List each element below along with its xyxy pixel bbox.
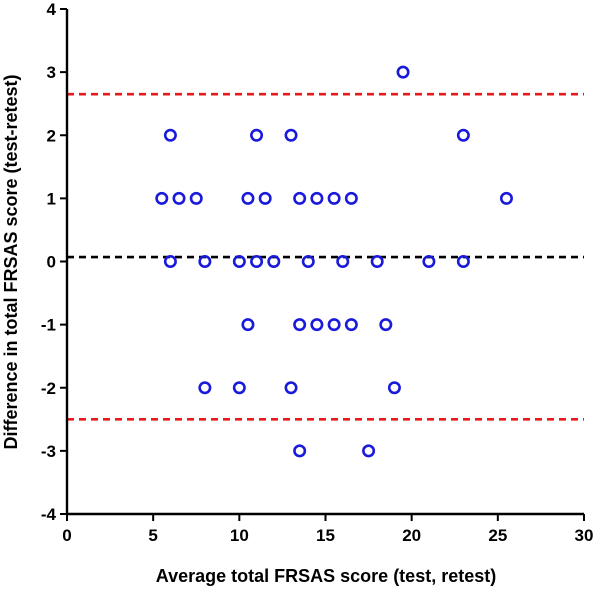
data-point [293, 444, 307, 458]
x-tick-label: 30 [575, 526, 594, 545]
data-point [284, 381, 298, 395]
data-point [456, 128, 470, 142]
data-point [241, 318, 255, 332]
data-point [250, 128, 264, 142]
data-point [396, 65, 410, 79]
data-point [327, 318, 341, 332]
data-point [310, 318, 324, 332]
data-point [362, 444, 376, 458]
x-tick-label: 15 [316, 526, 335, 545]
data-point [163, 128, 177, 142]
data-point [163, 254, 177, 268]
data-point [422, 254, 436, 268]
y-tick-label: 4 [47, 0, 57, 19]
data-point [344, 191, 358, 205]
data-point [241, 191, 255, 205]
data-point [336, 254, 350, 268]
data-point [379, 318, 393, 332]
y-axis-ticks: -4 -3 -2 -1 0 1 2 3 4 [41, 0, 67, 524]
y-tick-label: -2 [41, 379, 56, 398]
data-point [232, 254, 246, 268]
data-point [258, 191, 272, 205]
y-tick-label: 2 [47, 126, 56, 145]
data-point [267, 254, 281, 268]
x-tick-label: 5 [148, 526, 157, 545]
data-point [155, 191, 169, 205]
x-tick-label: 0 [62, 526, 71, 545]
y-tick-label: 1 [47, 189, 56, 208]
y-tick-label: 3 [47, 63, 56, 82]
x-tick-label: 10 [230, 526, 249, 545]
data-points [155, 65, 513, 458]
data-point [387, 381, 401, 395]
y-tick-label: -1 [41, 316, 56, 335]
y-tick-label: -4 [41, 505, 57, 524]
x-axis-title: Average total FRSAS score (test, retest) [156, 566, 496, 586]
x-axis-ticks: 0 5 10 15 20 25 30 [62, 514, 593, 545]
data-point [327, 191, 341, 205]
y-axis-title: Difference in total FRSAS score (test-re… [1, 74, 21, 449]
data-point [198, 381, 212, 395]
x-tick-label: 20 [402, 526, 421, 545]
y-tick-label: -3 [41, 442, 56, 461]
data-point [310, 191, 324, 205]
data-point [293, 191, 307, 205]
data-point [198, 254, 212, 268]
data-point [370, 254, 384, 268]
data-point [456, 254, 470, 268]
data-point [232, 381, 246, 395]
data-point [172, 191, 186, 205]
y-tick-label: 0 [47, 253, 56, 272]
data-point [344, 318, 358, 332]
data-point [499, 191, 513, 205]
data-point [293, 318, 307, 332]
reference-lines [67, 92, 584, 421]
data-point [250, 254, 264, 268]
data-point [284, 128, 298, 142]
data-point [301, 254, 315, 268]
x-tick-label: 25 [488, 526, 507, 545]
data-point [189, 191, 203, 205]
axes [65, 9, 584, 516]
